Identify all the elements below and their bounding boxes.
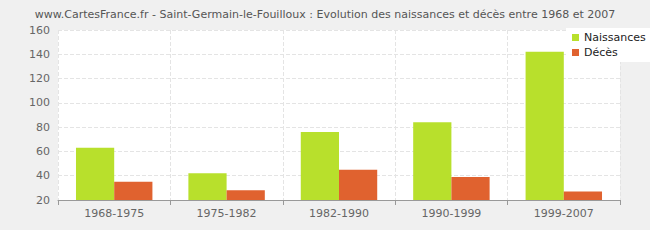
svg-text:1999-2007: 1999-2007 [534,207,594,220]
svg-text:120: 120 [29,72,50,85]
svg-text:20: 20 [36,194,50,207]
svg-text:1982-1990: 1982-1990 [309,207,369,220]
svg-text:60: 60 [36,145,50,158]
svg-text:1968-1975: 1968-1975 [84,207,144,220]
svg-text:Naissances: Naissances [584,31,646,44]
svg-text:160: 160 [29,24,50,37]
svg-text:www.CartesFrance.fr - Saint-Ge: www.CartesFrance.fr - Saint-Germain-le-F… [35,8,615,21]
svg-text:140: 140 [29,48,50,61]
svg-text:40: 40 [36,169,50,182]
svg-text:80: 80 [36,121,50,134]
svg-text:1990-1999: 1990-1999 [421,207,481,220]
svg-text:Décès: Décès [584,46,618,59]
svg-text:100: 100 [29,96,50,109]
svg-text:1975-1982: 1975-1982 [197,207,257,220]
